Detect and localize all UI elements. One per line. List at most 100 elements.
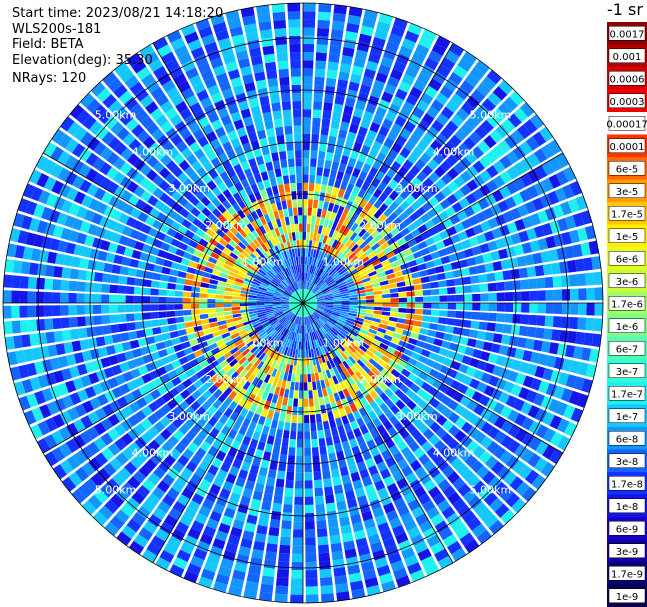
ray-gate-cell [65, 438, 79, 453]
ray-gate-cell [217, 37, 232, 49]
ray-gate-cell [542, 444, 556, 460]
ray-gate-cell [222, 189, 232, 199]
ray-gate-cell [254, 482, 265, 493]
ray-gate-cell [248, 365, 257, 374]
ray-gate-cell [310, 158, 317, 167]
ray-gate-cell [583, 332, 594, 346]
ray-gate-cell [527, 169, 540, 184]
ray-gate-cell [328, 452, 337, 462]
ray-gate-cell [306, 316, 309, 325]
ray-gate-cell [549, 342, 559, 355]
ray-gate-cell [428, 171, 440, 183]
ray-gate-cell [140, 418, 153, 431]
ray-gate-cell [117, 304, 126, 313]
ray-gate-cell [308, 349, 312, 358]
ray-gate-cell [63, 254, 73, 267]
ray-gate-cell [435, 331, 445, 340]
ray-gate-cell [373, 294, 383, 299]
ray-gate-cell [372, 317, 381, 323]
ray-gate-cell [339, 268, 348, 276]
ray-gate-cell [217, 320, 227, 326]
ray-gate-cell [215, 260, 225, 268]
ray-gate-cell [473, 501, 488, 516]
ray-gate-cell [271, 341, 278, 350]
ray-gate-cell [124, 350, 135, 361]
ray-gate-cell [285, 413, 292, 423]
ray-gate-cell [65, 242, 76, 255]
ray-gate-cell [395, 154, 406, 166]
ray-gate-cell [277, 285, 285, 291]
ray-gate-cell [572, 244, 583, 258]
ray-gate-cell [100, 418, 113, 431]
ray-gate-cell [500, 435, 514, 449]
ray-gate-cell [413, 126, 425, 139]
ray-gate-cell [234, 260, 243, 268]
ray-gate-cell [380, 468, 391, 480]
ray-gate-cell [231, 422, 241, 432]
ray-gate-cell [223, 436, 234, 447]
ray-gate-cell [457, 483, 471, 497]
ray-gate-cell [29, 217, 41, 232]
ray-gate-cell [46, 401, 59, 416]
ray-gate-cell [327, 219, 334, 229]
ray-gate-cell [309, 265, 313, 274]
ray-gate-cell [295, 231, 300, 241]
ray-gate-cell [334, 178, 342, 189]
ray-gate-cell [273, 19, 286, 29]
ray-gate-cell [223, 220, 233, 230]
ray-gate-cell [388, 342, 398, 350]
ray-gate-cell [276, 343, 282, 352]
ray-gate-cell [246, 203, 255, 213]
ray-gate-cell [276, 314, 285, 320]
ray-gate-cell [456, 250, 467, 260]
ray-gate-cell [524, 200, 537, 214]
ray-gate-cell [66, 121, 81, 137]
ray-gate-cell [188, 223, 199, 233]
ray-gate-cell [484, 362, 496, 374]
ray-gate-cell [49, 238, 60, 251]
colorbar-label-box [608, 71, 646, 86]
ray-gate-cell [417, 263, 427, 271]
ray-gate-cell [199, 298, 208, 303]
ray-gate-cell [323, 312, 331, 317]
ray-gate-cell [134, 410, 147, 422]
ray-gate-cell [85, 316, 94, 326]
ray-gate-cell [68, 317, 78, 328]
ray-gate-cell [295, 256, 299, 265]
ray-gate-cell [440, 160, 452, 172]
ray-gate-cell [228, 271, 238, 278]
ray-gate-cell [426, 126, 439, 139]
colorbar-label-box [608, 183, 646, 198]
ray-gate-cell [277, 325, 284, 333]
ray-gate-cell [331, 468, 340, 478]
colorbar-label-box [608, 138, 646, 153]
ray-gate-cell [177, 52, 192, 65]
ray-gate-cell [116, 352, 127, 363]
ray-gate-cell [293, 282, 298, 291]
ray-gate-cell [258, 591, 273, 602]
ray-gate-cell [298, 272, 301, 281]
ray-gate-cell [354, 225, 363, 235]
ray-gate-cell [150, 304, 159, 311]
ray-gate-cell [145, 336, 156, 345]
ray-gate-cell [244, 323, 253, 329]
ray-gate-cell [234, 561, 248, 573]
range-ring-label: 4.00km [132, 145, 174, 158]
ray-gate-cell [215, 450, 227, 462]
ray-gate-cell [249, 438, 259, 449]
ray-gate-cell [109, 314, 119, 324]
ray-gate-cell [191, 292, 200, 298]
ray-gate-cell [431, 345, 441, 354]
ray-gate-cell [232, 212, 242, 223]
ray-gate-cell [308, 282, 312, 290]
ray-gate-cell [157, 480, 170, 493]
ray-gate-cell [286, 250, 291, 259]
ray-gate-cell [309, 340, 313, 350]
ray-gate-cell [280, 217, 286, 227]
ray-gate-cell [324, 275, 332, 283]
ray-gate-cell [506, 150, 519, 165]
ray-gate-cell [300, 357, 303, 367]
ray-gate-cell [224, 259, 234, 267]
ray-gate-cell [417, 183, 428, 194]
ray-gate-cell [126, 167, 139, 180]
